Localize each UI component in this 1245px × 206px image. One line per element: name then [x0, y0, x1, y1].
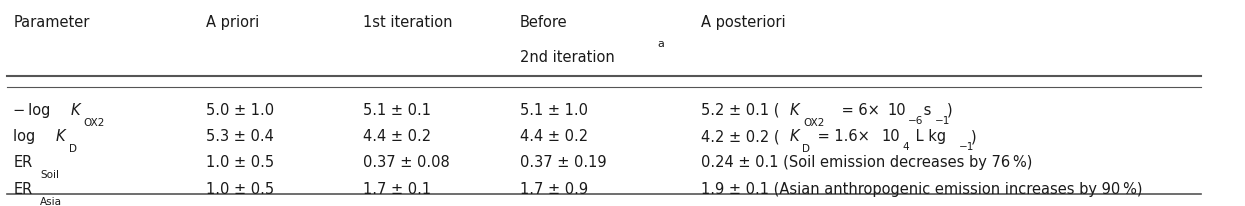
Text: 5.3 ± 0.4: 5.3 ± 0.4: [207, 129, 274, 143]
Text: 0.24 ± 0.1 (Soil emission decreases by 76 %): 0.24 ± 0.1 (Soil emission decreases by 7…: [701, 155, 1032, 170]
Text: OX2: OX2: [83, 117, 105, 127]
Text: = 1.6×: = 1.6×: [813, 129, 873, 143]
Text: Parameter: Parameter: [14, 14, 90, 29]
Text: ER: ER: [14, 155, 32, 170]
Text: K: K: [70, 102, 80, 117]
Text: −1: −1: [935, 115, 950, 125]
Text: ER: ER: [14, 181, 32, 196]
Text: Soil: Soil: [40, 170, 59, 180]
Text: D: D: [68, 143, 77, 153]
Text: 10: 10: [881, 129, 900, 143]
Text: K: K: [791, 102, 799, 117]
Text: 1.9 ± 0.1 (Asian anthropogenic emission increases by 90 %): 1.9 ± 0.1 (Asian anthropogenic emission …: [701, 181, 1143, 196]
Text: 1.7 ± 0.1: 1.7 ± 0.1: [364, 181, 431, 196]
Text: 4.2 ± 0.2 (: 4.2 ± 0.2 (: [701, 129, 779, 143]
Text: L kg: L kg: [910, 129, 946, 143]
Text: 0.37 ± 0.19: 0.37 ± 0.19: [520, 155, 606, 170]
Text: 1.0 ± 0.5: 1.0 ± 0.5: [207, 155, 275, 170]
Text: K: K: [791, 129, 799, 143]
Text: 5.0 ± 1.0: 5.0 ± 1.0: [207, 102, 275, 117]
Text: = 6×: = 6×: [837, 102, 883, 117]
Text: 2nd iteration: 2nd iteration: [520, 50, 615, 65]
Text: 4.4 ± 0.2: 4.4 ± 0.2: [520, 129, 588, 143]
Text: 5.1 ± 0.1: 5.1 ± 0.1: [364, 102, 431, 117]
Text: 10: 10: [888, 102, 906, 117]
Text: −1: −1: [959, 142, 975, 152]
Text: 5.2 ± 0.1 (: 5.2 ± 0.1 (: [701, 102, 779, 117]
Text: D: D: [802, 143, 810, 153]
Text: −6: −6: [909, 115, 924, 125]
Text: 5.1 ± 1.0: 5.1 ± 1.0: [520, 102, 588, 117]
Text: ): ): [971, 129, 976, 143]
Text: log: log: [14, 129, 39, 143]
Text: K: K: [56, 129, 65, 143]
Text: 4: 4: [903, 142, 909, 152]
Text: 1.7 ± 0.9: 1.7 ± 0.9: [520, 181, 588, 196]
Text: OX2: OX2: [803, 117, 824, 127]
Text: 0.37 ± 0.08: 0.37 ± 0.08: [364, 155, 449, 170]
Text: ): ): [947, 102, 952, 117]
Text: Asia: Asia: [40, 196, 62, 206]
Text: a: a: [657, 39, 665, 49]
Text: 4.4 ± 0.2: 4.4 ± 0.2: [364, 129, 431, 143]
Text: 1st iteration: 1st iteration: [364, 14, 453, 29]
Text: A priori: A priori: [207, 14, 260, 29]
Text: A posteriori: A posteriori: [701, 14, 786, 29]
Text: − log: − log: [14, 102, 54, 117]
Text: Before: Before: [520, 14, 568, 29]
Text: 1.0 ± 0.5: 1.0 ± 0.5: [207, 181, 275, 196]
Text: s: s: [919, 102, 931, 117]
